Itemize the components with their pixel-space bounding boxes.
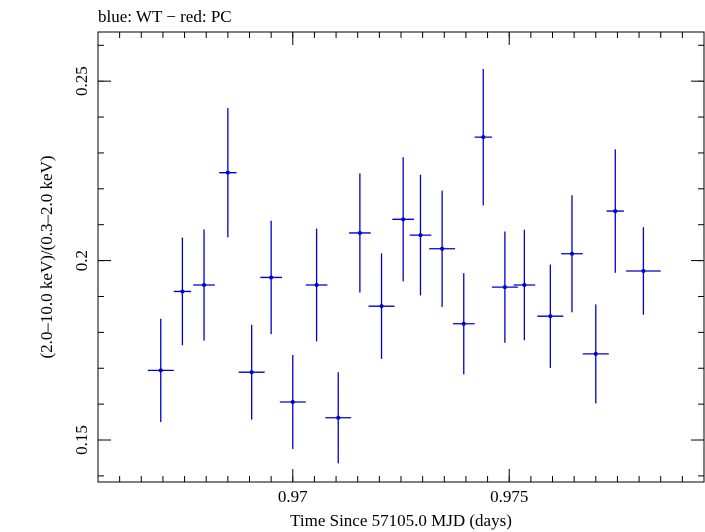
data-point — [219, 108, 237, 238]
point-marker — [461, 321, 466, 326]
data-point — [349, 173, 371, 293]
data-point — [173, 237, 192, 346]
data-point — [561, 195, 583, 313]
point-marker — [180, 289, 185, 294]
data-point — [260, 220, 282, 335]
axis-ticks — [97, 32, 705, 482]
y-tick-label: 0.15 — [72, 425, 91, 455]
point-marker — [593, 351, 598, 356]
plot-frame — [97, 31, 705, 483]
point-marker — [548, 314, 553, 319]
point-marker — [418, 233, 423, 238]
data-point — [452, 273, 475, 375]
point-marker — [481, 135, 486, 140]
point-marker — [158, 368, 163, 373]
data-series — [147, 68, 661, 464]
data-point — [392, 157, 414, 282]
y-tick-label: 0.2 — [72, 250, 91, 271]
data-point — [147, 318, 174, 423]
data-point — [409, 174, 432, 296]
y-axis-label: (2.0–10.0 keV)/(0.3–2.0 keV) — [37, 155, 56, 358]
point-marker — [569, 251, 574, 256]
point-marker — [290, 399, 295, 404]
data-point — [238, 324, 265, 420]
point-marker — [502, 285, 507, 290]
data-point — [279, 354, 306, 449]
data-point — [474, 68, 492, 206]
point-marker — [613, 209, 618, 214]
point-marker — [314, 282, 319, 287]
point-marker — [336, 415, 341, 420]
point-marker — [440, 246, 445, 251]
x-tick-label: 0.97 — [278, 487, 308, 506]
point-marker — [249, 370, 254, 375]
point-marker — [269, 275, 274, 280]
point-marker — [357, 230, 362, 235]
data-point — [325, 372, 352, 464]
x-axis-label: Time Since 57105.0 MJD (days) — [290, 511, 512, 530]
data-point — [537, 264, 564, 368]
data-point — [491, 231, 518, 343]
y-tick-label: 0.25 — [72, 66, 91, 96]
data-point — [193, 229, 215, 341]
point-marker — [522, 282, 527, 287]
data-point — [582, 304, 609, 404]
chart-title: blue: WT − red: PC — [98, 7, 232, 26]
data-point — [626, 227, 661, 315]
point-marker — [202, 282, 207, 287]
x-tick-label: 0.975 — [490, 487, 528, 506]
point-marker — [379, 304, 384, 309]
data-point — [305, 228, 328, 342]
data-point — [513, 229, 536, 341]
data-point — [606, 149, 624, 273]
point-marker — [401, 217, 406, 222]
data-point — [429, 190, 456, 307]
point-marker — [641, 268, 646, 273]
point-marker — [225, 170, 230, 175]
axis-tick-labels: 0.97 0.975 0.15 0.2 0.25 — [72, 66, 528, 506]
data-point — [368, 253, 395, 359]
